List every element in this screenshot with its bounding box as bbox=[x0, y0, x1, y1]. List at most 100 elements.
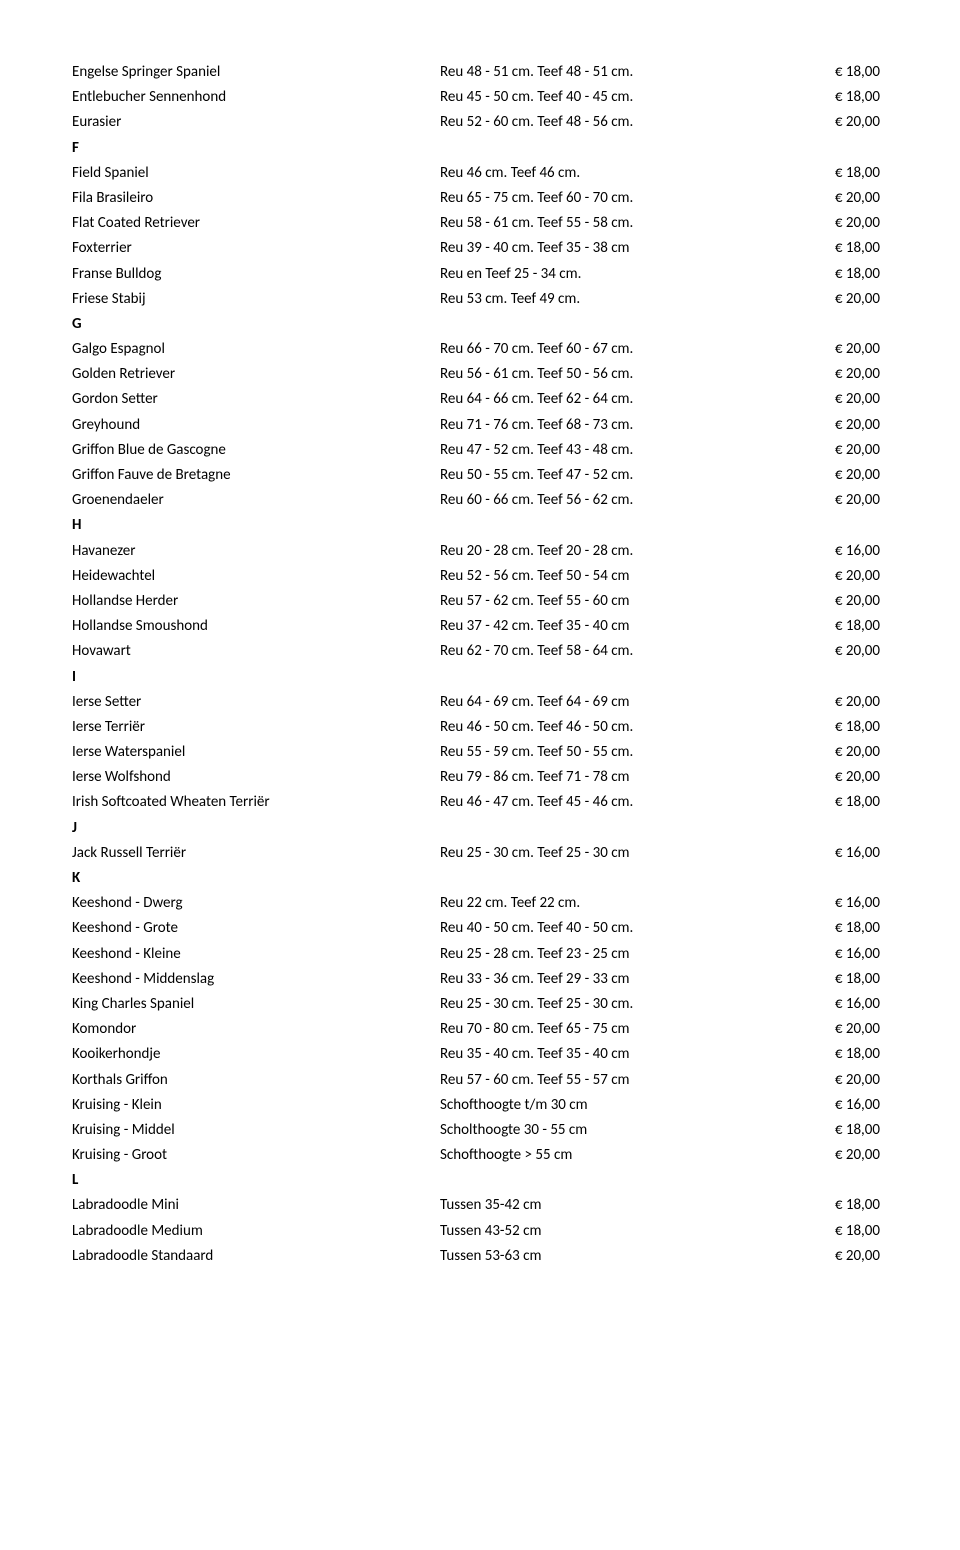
table-row: Kruising - GrootSchofthoogte > 55 cm€ 20… bbox=[72, 1143, 888, 1168]
size-spec: Reu 33 - 36 cm. Teef 29 - 33 cm bbox=[440, 967, 790, 992]
breed-name: Kruising - Klein bbox=[72, 1093, 440, 1118]
size-spec: Reu 58 - 61 cm. Teef 55 - 58 cm. bbox=[440, 211, 790, 236]
price: € 18,00 bbox=[790, 1118, 888, 1143]
price bbox=[790, 866, 888, 891]
breed-name: Kruising - Groot bbox=[72, 1143, 440, 1168]
price bbox=[790, 1168, 888, 1193]
breed-name: Ierse Wolfshond bbox=[72, 765, 440, 790]
table-row: GroenendaelerReu 60 - 66 cm. Teef 56 - 6… bbox=[72, 488, 888, 513]
size-spec: Reu 25 - 30 cm. Teef 25 - 30 cm. bbox=[440, 992, 790, 1017]
price-table: Engelse Springer SpanielReu 48 - 51 cm. … bbox=[72, 60, 888, 1269]
size-spec: Tussen 35-42 cm bbox=[440, 1193, 790, 1218]
price: € 20,00 bbox=[790, 488, 888, 513]
table-row: Keeshond - GroteReu 40 - 50 cm. Teef 40 … bbox=[72, 916, 888, 941]
price: € 20,00 bbox=[790, 1244, 888, 1269]
breed-name: Irish Softcoated Wheaten Terriër bbox=[72, 790, 440, 815]
size-spec: Reu 48 - 51 cm. Teef 48 - 51 cm. bbox=[440, 60, 790, 85]
size-spec: Reu 66 - 70 cm. Teef 60 - 67 cm. bbox=[440, 337, 790, 362]
table-row: Ierse WolfshondReu 79 - 86 cm. Teef 71 -… bbox=[72, 765, 888, 790]
breed-name: Kruising - Middel bbox=[72, 1118, 440, 1143]
breed-name: Kooikerhondje bbox=[72, 1042, 440, 1067]
table-row: Field SpanielReu 46 cm. Teef 46 cm.€ 18,… bbox=[72, 161, 888, 186]
breed-name: Ierse Terriër bbox=[72, 715, 440, 740]
size-spec: Reu 25 - 28 cm. Teef 23 - 25 cm bbox=[440, 942, 790, 967]
breed-name: Golden Retriever bbox=[72, 362, 440, 387]
table-row: HavanezerReu 20 - 28 cm. Teef 20 - 28 cm… bbox=[72, 539, 888, 564]
table-row: Franse BulldogReu en Teef 25 - 34 cm.€ 1… bbox=[72, 262, 888, 287]
size-spec: Reu 46 - 47 cm. Teef 45 - 46 cm. bbox=[440, 790, 790, 815]
price: € 16,00 bbox=[790, 992, 888, 1017]
size-spec: Reu 50 - 55 cm. Teef 47 - 52 cm. bbox=[440, 463, 790, 488]
price bbox=[790, 665, 888, 690]
size-spec: Reu 71 - 76 cm. Teef 68 - 73 cm. bbox=[440, 413, 790, 438]
size-spec: Reu 40 - 50 cm. Teef 40 - 50 cm. bbox=[440, 916, 790, 941]
section-letter: L bbox=[72, 1168, 440, 1193]
table-row: KooikerhondjeReu 35 - 40 cm. Teef 35 - 4… bbox=[72, 1042, 888, 1067]
size-spec bbox=[440, 513, 790, 538]
size-spec: Reu 47 - 52 cm. Teef 43 - 48 cm. bbox=[440, 438, 790, 463]
size-spec: Reu 52 - 60 cm. Teef 48 - 56 cm. bbox=[440, 110, 790, 135]
breed-name: Hollandse Smoushond bbox=[72, 614, 440, 639]
section-header-row: I bbox=[72, 665, 888, 690]
table-row: Kruising - MiddelScholthoogte 30 - 55 cm… bbox=[72, 1118, 888, 1143]
section-header-row: J bbox=[72, 816, 888, 841]
price bbox=[790, 816, 888, 841]
table-row: King Charles SpanielReu 25 - 30 cm. Teef… bbox=[72, 992, 888, 1017]
breed-name: Komondor bbox=[72, 1017, 440, 1042]
size-spec bbox=[440, 136, 790, 161]
size-spec: Reu 65 - 75 cm. Teef 60 - 70 cm. bbox=[440, 186, 790, 211]
table-row: Galgo EspagnolReu 66 - 70 cm. Teef 60 - … bbox=[72, 337, 888, 362]
price: € 20,00 bbox=[790, 639, 888, 664]
breed-name: Galgo Espagnol bbox=[72, 337, 440, 362]
breed-name: Labradoodle Mini bbox=[72, 1193, 440, 1218]
breed-name: Gordon Setter bbox=[72, 387, 440, 412]
size-spec: Tussen 43-52 cm bbox=[440, 1219, 790, 1244]
breed-name: Korthals Griffon bbox=[72, 1068, 440, 1093]
price: € 18,00 bbox=[790, 790, 888, 815]
price: € 16,00 bbox=[790, 1093, 888, 1118]
size-spec: Reu 56 - 61 cm. Teef 50 - 56 cm. bbox=[440, 362, 790, 387]
size-spec: Reu 39 - 40 cm. Teef 35 - 38 cm bbox=[440, 236, 790, 261]
table-row: Ierse TerriërReu 46 - 50 cm. Teef 46 - 5… bbox=[72, 715, 888, 740]
price: € 20,00 bbox=[790, 413, 888, 438]
table-row: FoxterrierReu 39 - 40 cm. Teef 35 - 38 c… bbox=[72, 236, 888, 261]
price: € 18,00 bbox=[790, 236, 888, 261]
price: € 20,00 bbox=[790, 740, 888, 765]
size-spec: Reu 70 - 80 cm. Teef 65 - 75 cm bbox=[440, 1017, 790, 1042]
table-row: Flat Coated RetrieverReu 58 - 61 cm. Tee… bbox=[72, 211, 888, 236]
price: € 20,00 bbox=[790, 287, 888, 312]
size-spec: Reu 25 - 30 cm. Teef 25 - 30 cm bbox=[440, 841, 790, 866]
breed-name: Hovawart bbox=[72, 639, 440, 664]
breed-name: Groenendaeler bbox=[72, 488, 440, 513]
breed-name: Keeshond - Kleine bbox=[72, 942, 440, 967]
breed-name: Heidewachtel bbox=[72, 564, 440, 589]
size-spec: Reu 52 - 56 cm. Teef 50 - 54 cm bbox=[440, 564, 790, 589]
breed-name: Fila Brasileiro bbox=[72, 186, 440, 211]
price: € 20,00 bbox=[790, 186, 888, 211]
price: € 20,00 bbox=[790, 690, 888, 715]
table-row: Friese StabijReu 53 cm. Teef 49 cm.€ 20,… bbox=[72, 287, 888, 312]
breed-name: Labradoodle Medium bbox=[72, 1219, 440, 1244]
price: € 18,00 bbox=[790, 1193, 888, 1218]
breed-name: King Charles Spaniel bbox=[72, 992, 440, 1017]
size-spec: Reu 22 cm. Teef 22 cm. bbox=[440, 891, 790, 916]
table-row: HeidewachtelReu 52 - 56 cm. Teef 50 - 54… bbox=[72, 564, 888, 589]
table-row: Engelse Springer SpanielReu 48 - 51 cm. … bbox=[72, 60, 888, 85]
breed-name: Hollandse Herder bbox=[72, 589, 440, 614]
size-spec: Reu 79 - 86 cm. Teef 71 - 78 cm bbox=[440, 765, 790, 790]
breed-name: Foxterrier bbox=[72, 236, 440, 261]
price: € 20,00 bbox=[790, 438, 888, 463]
size-spec: Schofthoogte t/m 30 cm bbox=[440, 1093, 790, 1118]
price: € 20,00 bbox=[790, 765, 888, 790]
price: € 20,00 bbox=[790, 1017, 888, 1042]
table-row: Keeshond - MiddenslagReu 33 - 36 cm. Tee… bbox=[72, 967, 888, 992]
price: € 18,00 bbox=[790, 1042, 888, 1067]
breed-name: Flat Coated Retriever bbox=[72, 211, 440, 236]
price: € 20,00 bbox=[790, 337, 888, 362]
price: € 20,00 bbox=[790, 589, 888, 614]
price: € 16,00 bbox=[790, 539, 888, 564]
breed-name: Engelse Springer Spaniel bbox=[72, 60, 440, 85]
price: € 20,00 bbox=[790, 387, 888, 412]
price: € 20,00 bbox=[790, 211, 888, 236]
table-row: Labradoodle MiniTussen 35-42 cm€ 18,00 bbox=[72, 1193, 888, 1218]
